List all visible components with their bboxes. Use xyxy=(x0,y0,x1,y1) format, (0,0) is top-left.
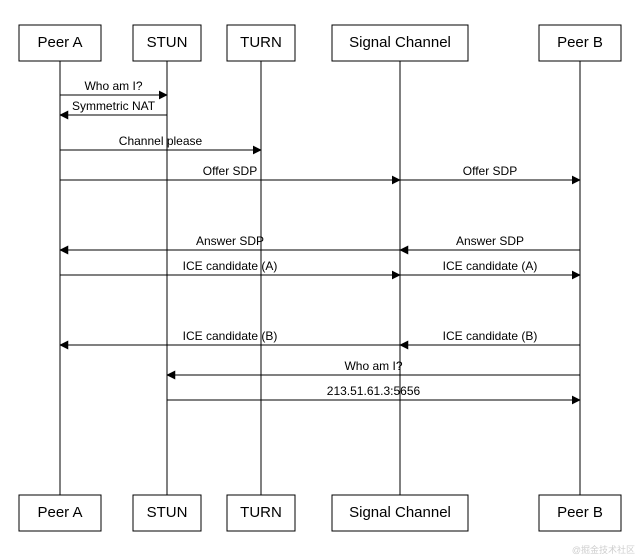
message-label-9: ICE candidate (B) xyxy=(183,329,278,343)
participant-label-peerA: Peer A xyxy=(37,34,82,51)
sequence-diagram: Peer A STUN TURN Signal Channel Peer B Peer A… xyxy=(0,0,641,559)
message-label-7: ICE candidate (A) xyxy=(183,259,278,273)
message-label-6: Answer SDP xyxy=(456,234,524,248)
message-label-2: Channel please xyxy=(119,134,203,148)
participant-label-peerB: Peer B xyxy=(557,34,603,51)
message-label-0: Who am I? xyxy=(84,79,142,93)
message-label-11: Who am I? xyxy=(344,359,402,373)
message-label-4: Offer SDP xyxy=(463,164,517,178)
message-label-10: ICE candidate (B) xyxy=(443,329,538,343)
message-label-5: Answer SDP xyxy=(196,234,264,248)
participant-label-signal: Signal Channel xyxy=(349,34,451,51)
message-label-8: ICE candidate (A) xyxy=(443,259,538,273)
message-label-1: Symmetric NAT xyxy=(72,99,156,113)
participant-label-stun: STUN xyxy=(147,504,188,521)
participant-label-turn: TURN xyxy=(240,34,282,51)
participant-label-signal: Signal Channel xyxy=(349,504,451,521)
participant-label-turn: TURN xyxy=(240,504,282,521)
participant-label-peerA: Peer A xyxy=(37,504,82,521)
participant-label-peerB: Peer B xyxy=(557,504,603,521)
message-label-3: Offer SDP xyxy=(203,164,257,178)
watermark-text: @掘金技术社区 xyxy=(572,544,635,555)
participant-label-stun: STUN xyxy=(147,34,188,51)
message-label-12: 213.51.61.3:5656 xyxy=(327,384,421,398)
